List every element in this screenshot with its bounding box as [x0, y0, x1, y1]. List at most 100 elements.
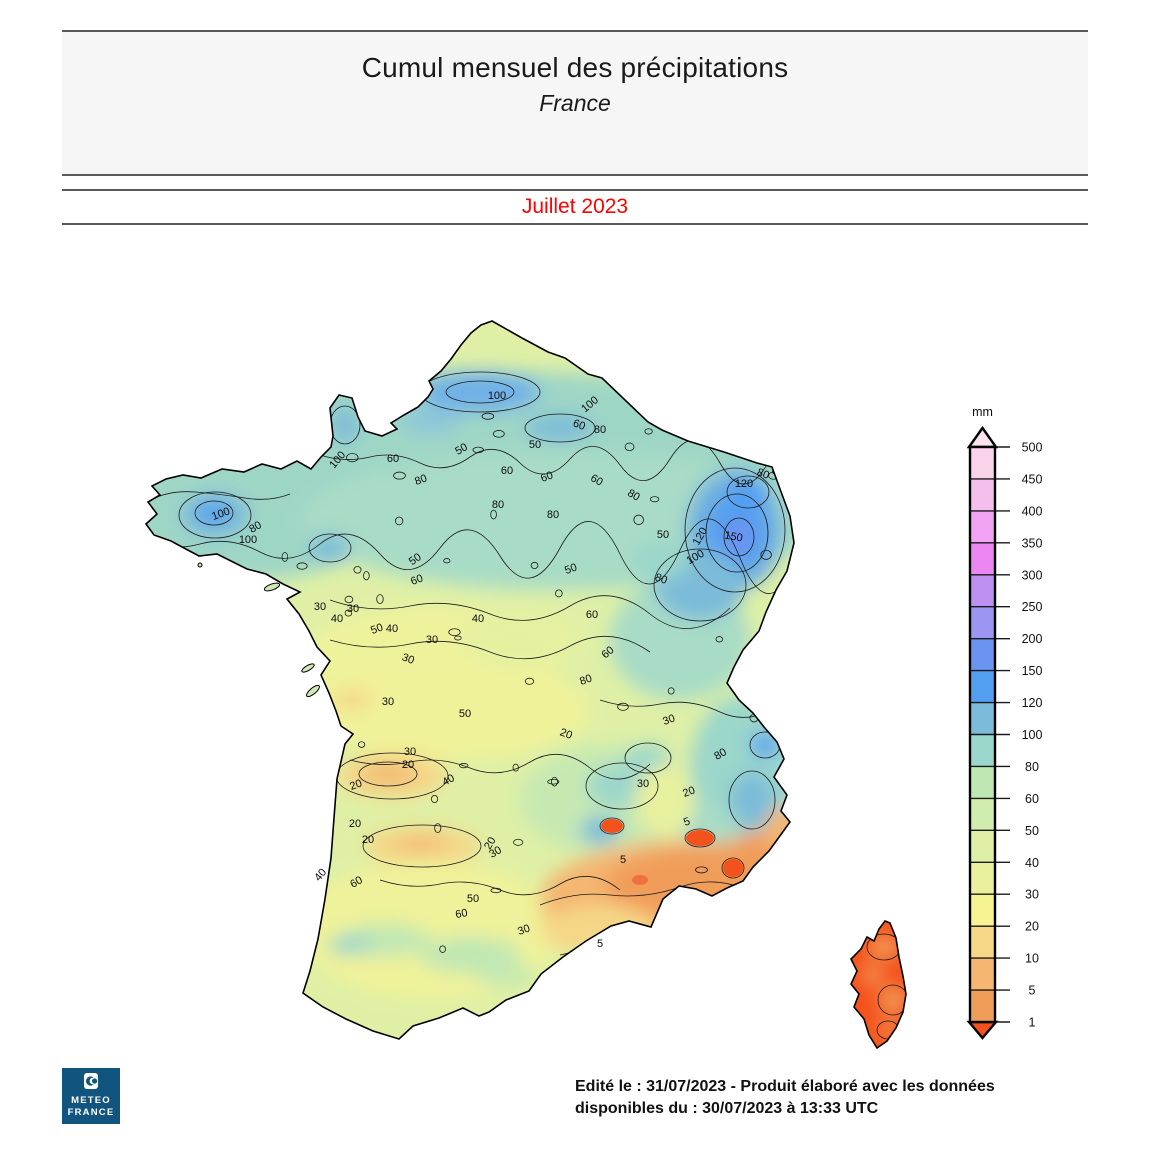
legend-tick-label: 50: [1025, 824, 1039, 838]
logo-text-france: FRANCE: [67, 1107, 115, 1118]
edition-note-line1: Edité le : 31/07/2023 - Produit élaboré …: [575, 1078, 995, 1095]
contour-value-label: 50: [467, 893, 479, 905]
edition-note: Edité le : 31/07/2023 - Produit élaboré …: [575, 1076, 1045, 1120]
contour-dot: [363, 571, 370, 581]
contour-value-label: 30: [661, 712, 677, 727]
meteo-france-emblem-icon: [84, 1073, 98, 1089]
legend-segment: [970, 734, 995, 767]
logo-text-meteo: METEO: [71, 1095, 111, 1106]
contour-value-label: 80: [755, 466, 771, 481]
legend-segment: [970, 958, 995, 991]
contour-value-label: 100: [488, 390, 506, 402]
contour-dot: [555, 589, 563, 598]
contour-value-label: 30: [382, 696, 394, 708]
contour-dot: [434, 823, 442, 833]
contour-value-label: 30: [487, 844, 504, 861]
contour-dot: [448, 628, 461, 636]
contour-dot: [296, 562, 308, 570]
contour-dot: [644, 428, 653, 435]
legend-tick-label: 200: [1022, 632, 1043, 646]
page-subtitle: France: [539, 90, 611, 116]
contour-value-label: 20: [348, 777, 364, 792]
page-title: Cumul mensuel des précipitations: [361, 52, 789, 83]
contour-value-label: 80: [413, 472, 429, 487]
contour-value-label: 50: [459, 708, 471, 720]
legend-tick-label: 60: [1025, 792, 1039, 806]
legend-segment: [970, 478, 995, 512]
contour-value-label: 60: [409, 572, 425, 587]
contour-value-label: 80: [578, 672, 594, 687]
contour-value-label: 80: [492, 499, 504, 511]
contour-value-label: 30: [426, 634, 438, 646]
contour-dot: [472, 446, 484, 454]
legend-tick-label: 500: [1022, 441, 1043, 455]
legend-segment: [970, 990, 995, 1023]
period-band: Juillet 2023: [62, 189, 1088, 225]
contour-value-label: 80: [625, 487, 642, 504]
contour-dot: [547, 778, 560, 785]
contour-value-label: 80: [594, 424, 606, 436]
contour-dot: [768, 694, 775, 705]
legend-segment: [970, 798, 995, 831]
contour-dot: [512, 763, 519, 772]
contour-value-label: 60: [501, 465, 513, 477]
contour-dot: [393, 471, 406, 480]
contour-dot: [737, 662, 747, 668]
legend-unit-label: mm: [972, 405, 993, 419]
contour-value-label: 50: [369, 621, 385, 636]
contour-value-label: 100: [210, 505, 231, 523]
contour-value-label: 50: [453, 441, 470, 458]
contour-value-label: 80: [653, 571, 669, 586]
legend-tick-label: 5: [1029, 984, 1036, 998]
contour-dot: [481, 412, 495, 420]
contour-value-label: 30: [400, 651, 416, 666]
legend-tick-label: 30: [1025, 888, 1039, 902]
meteo-france-logo: METEO FRANCE: [62, 1068, 120, 1124]
contour-value-label: 50: [563, 561, 579, 576]
coastal-islands: [197, 562, 320, 698]
contour-dot: [164, 682, 176, 689]
contour-dot: [353, 566, 362, 574]
contour-dot: [459, 763, 469, 769]
contour-dot: [281, 552, 289, 562]
contour-value-label: 60: [454, 907, 468, 921]
contour-value-label: 80: [547, 509, 559, 521]
contour-value-label: 30: [347, 603, 359, 615]
contour-dot: [578, 985, 592, 991]
contour-value-label: 60: [588, 472, 605, 489]
legend-segment: [970, 766, 995, 799]
contour-dot: [344, 595, 354, 604]
contour-value-label: 40: [312, 867, 329, 884]
contour-dot: [633, 514, 644, 525]
legend-segment: [970, 670, 995, 704]
contour-value-label: 40: [331, 613, 343, 625]
legend-segment: [970, 830, 995, 863]
contour-dot: [280, 901, 294, 913]
legend-tick-label: 250: [1022, 600, 1043, 614]
legend-segment: [970, 606, 995, 640]
contour-dot: [551, 776, 558, 787]
contour-dot: [244, 867, 253, 873]
legend-arrow-bottom: [966, 1020, 999, 1040]
legend-segment: [970, 862, 995, 895]
contour-value-label: 20: [558, 726, 574, 741]
contour-value-label: 60: [387, 453, 399, 465]
period-label: Juillet 2023: [521, 195, 629, 218]
france-outline: [144, 320, 795, 1040]
corsica-outline: [850, 920, 907, 1050]
legend-segment: [970, 574, 995, 608]
corsica: [850, 920, 907, 1050]
legend-segment: [970, 510, 995, 544]
contour-dot: [395, 516, 404, 526]
edition-note-line2: disponibles du : 30/07/2023 à 13:33 UTC: [575, 1100, 879, 1117]
contour-value-label: 40: [440, 772, 457, 789]
contour-dot: [667, 687, 675, 695]
legend-tick-label: 300: [1022, 568, 1043, 582]
contour-value-label: 30: [404, 746, 416, 758]
legend-tick-label: 1: [1029, 1016, 1036, 1030]
legend-tick-label: 10: [1025, 952, 1039, 966]
legend-tick-label: 120: [1022, 696, 1043, 710]
legend-arrow-top: [966, 425, 999, 449]
